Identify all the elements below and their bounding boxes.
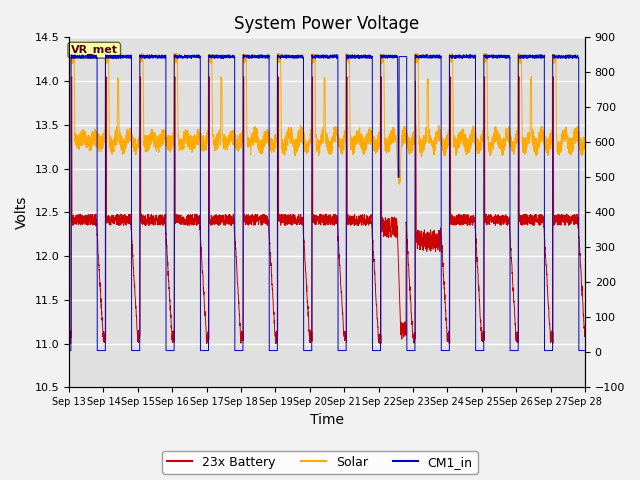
Y-axis label: Volts: Volts [15,196,29,229]
Text: VR_met: VR_met [71,45,118,55]
Legend: 23x Battery, Solar, CM1_in: 23x Battery, Solar, CM1_in [163,451,477,474]
Title: System Power Voltage: System Power Voltage [234,15,420,33]
X-axis label: Time: Time [310,413,344,427]
